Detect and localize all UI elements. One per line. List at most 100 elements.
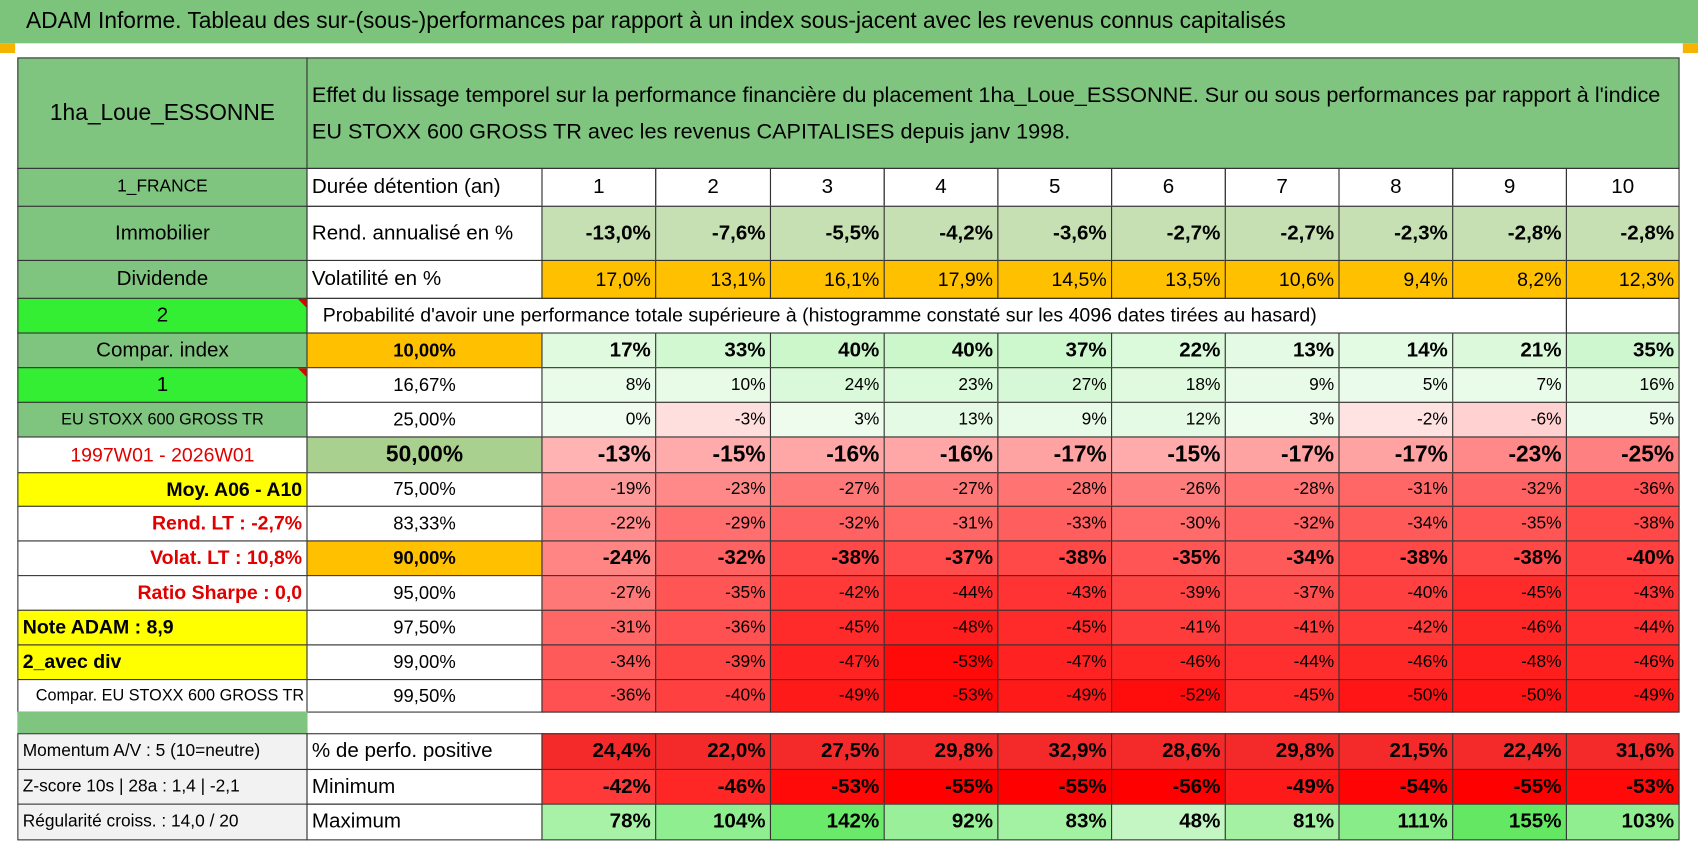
left-label: 1997W01 - 2026W01 <box>17 436 308 474</box>
quantile-value: -46% <box>1452 609 1567 646</box>
summary-value: 78% <box>541 803 657 841</box>
summary-value: -55% <box>997 768 1113 805</box>
description-cell: Effet du lissage temporel sur la perform… <box>306 57 1680 169</box>
quantile-value: -52% <box>1111 679 1226 713</box>
summary-value: -55% <box>1452 768 1567 805</box>
quantile-value: -43% <box>1565 575 1680 611</box>
quantile-value: 16% <box>1565 367 1680 403</box>
left-label: Volat. LT : 10,8% <box>17 540 308 577</box>
value-cell: -3,6% <box>997 205 1113 262</box>
value-cell: 9,4% <box>1338 259 1454 299</box>
summary-value: -55% <box>883 768 999 805</box>
summary-value: 22,4% <box>1452 733 1567 771</box>
summary-value: 32,9% <box>997 733 1113 771</box>
quantile-value: -23% <box>1452 436 1567 474</box>
quantile-label: 16,67% <box>306 367 543 403</box>
quantile-label: 50,00% <box>306 436 543 474</box>
summary-value: -56% <box>1111 768 1226 805</box>
quantile-value: -38% <box>769 540 885 577</box>
left-label: EU STOXX 600 GROSS TR <box>17 401 308 438</box>
quantile-value: -47% <box>997 644 1113 681</box>
quantile-value: -46% <box>1565 644 1680 681</box>
value-cell: -2,7% <box>1224 205 1340 262</box>
quantile-value: -25% <box>1565 436 1680 474</box>
quantile-value: -45% <box>997 609 1113 646</box>
quantile-value: -50% <box>1338 679 1454 713</box>
value-cell: -13,0% <box>541 205 657 262</box>
quantile-value: -17% <box>1224 436 1340 474</box>
probability-title: Probabilité d'avoir une performance tota… <box>306 297 1454 334</box>
quantile-value: -28% <box>997 472 1113 507</box>
summary-value: -54% <box>1338 768 1454 805</box>
quantile-value: -36% <box>541 679 657 713</box>
quantile-value: -34% <box>541 644 657 681</box>
quantile-value: -38% <box>997 540 1113 577</box>
quantile-value: 40% <box>769 332 885 369</box>
quantile-value: -40% <box>655 679 772 713</box>
summary-value: 27,5% <box>769 733 885 771</box>
summary-value: 83% <box>997 803 1113 841</box>
value-cell: -7,6% <box>655 205 772 262</box>
summary-value: -53% <box>1565 768 1680 805</box>
quantile-value: -15% <box>1111 436 1226 474</box>
quantile-value: -44% <box>883 575 999 611</box>
value-cell: 12,3% <box>1565 259 1680 299</box>
quantile-value: -49% <box>769 679 885 713</box>
quantile-value: -36% <box>1565 472 1680 507</box>
quantile-value: -48% <box>1452 644 1567 681</box>
quantile-value: -6% <box>1452 401 1567 438</box>
summary-value: 48% <box>1111 803 1226 841</box>
quantile-value: 8% <box>541 367 657 403</box>
left-label: Moy. A06 - A10 <box>17 472 308 507</box>
quantile-value: -17% <box>997 436 1113 474</box>
quantile-value: 0% <box>541 401 657 438</box>
quantile-value: 13% <box>1224 332 1340 369</box>
row-label: Rend. annualisé en % <box>306 205 543 262</box>
value-cell: -4,2% <box>883 205 999 262</box>
quantile-value: -16% <box>883 436 999 474</box>
left-label: Immobilier <box>17 205 308 262</box>
quantile-value: -32% <box>1452 472 1567 507</box>
value-cell: -2,8% <box>1452 205 1567 262</box>
quantile-value: -42% <box>1338 609 1454 646</box>
empty-cell <box>1565 297 1680 334</box>
summary-value: -53% <box>769 768 885 805</box>
quantile-label: 97,50% <box>306 609 543 646</box>
corner-mark <box>0 43 16 54</box>
quantile-label: 90,00% <box>306 540 543 577</box>
value-cell: -5,5% <box>769 205 885 262</box>
quantile-label: 95,00% <box>306 575 543 611</box>
left-label: 1_FRANCE <box>17 167 308 207</box>
quantile-value: -38% <box>1565 505 1680 542</box>
quantile-value: -32% <box>655 540 772 577</box>
summary-value: -42% <box>541 768 657 805</box>
row-label: Durée détention (an) <box>306 167 543 207</box>
indicator-label: Régularité croiss. : 14,0 / 20 <box>17 803 308 841</box>
indicator-label: Z-score 10s | 28a : 1,4 | -2,1 <box>17 768 308 805</box>
summary-value: 111% <box>1338 803 1454 841</box>
value-cell: 17,9% <box>883 259 999 299</box>
quantile-value: -27% <box>541 575 657 611</box>
quantile-value: -41% <box>1224 609 1340 646</box>
empty-cell <box>1452 297 1567 334</box>
summary-value: 104% <box>655 803 772 841</box>
quantile-value: -53% <box>883 644 999 681</box>
quantile-value: 18% <box>1111 367 1226 403</box>
year-header: 1 <box>541 167 657 207</box>
quantile-value: -17% <box>1338 436 1454 474</box>
quantile-value: -28% <box>1224 472 1340 507</box>
left-label: Ratio Sharpe : 0,0 <box>17 575 308 611</box>
quantile-value: -50% <box>1452 679 1567 713</box>
quantile-value: -31% <box>1338 472 1454 507</box>
quantile-value: 9% <box>997 401 1113 438</box>
left-label: Rend. LT : -2,7% <box>17 505 308 542</box>
quantile-value: -41% <box>1111 609 1226 646</box>
value-cell: -2,3% <box>1338 205 1454 262</box>
quantile-value: -46% <box>1338 644 1454 681</box>
comment-marker <box>297 298 307 308</box>
quantile-value: 27% <box>997 367 1113 403</box>
summary-value: 22,0% <box>655 733 772 771</box>
year-header: 10 <box>1565 167 1680 207</box>
quantile-value: -33% <box>997 505 1113 542</box>
